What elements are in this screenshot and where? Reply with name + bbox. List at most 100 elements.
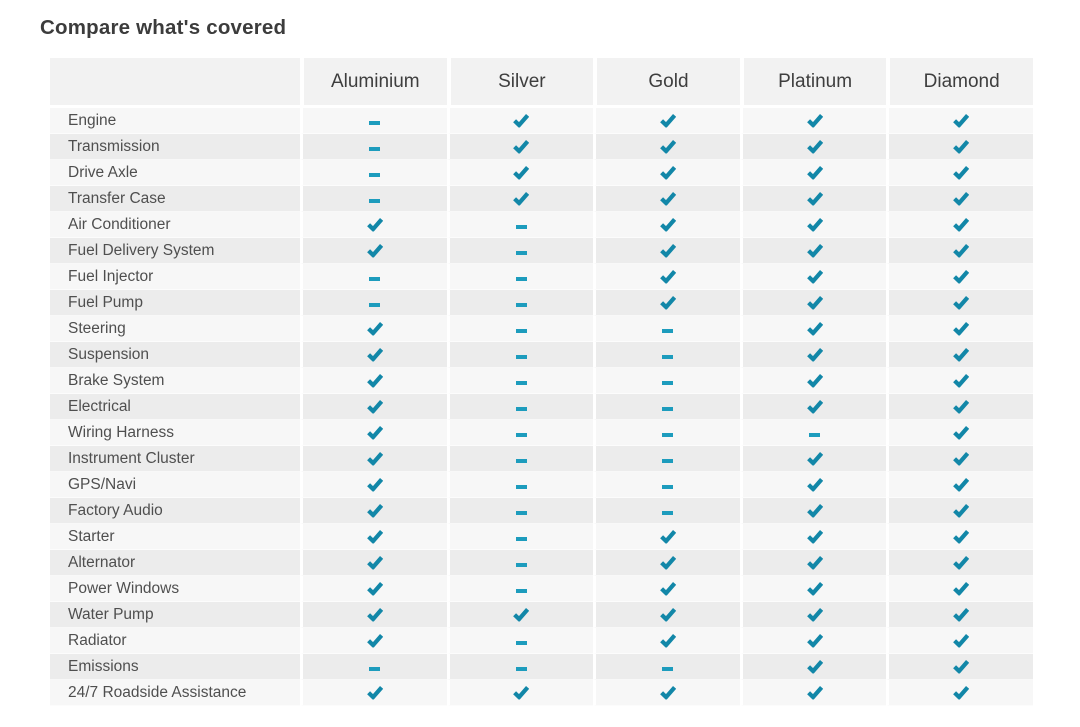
check-icon: [366, 322, 383, 336]
not-covered-cell: [593, 498, 740, 524]
dash-icon: [515, 563, 527, 568]
table-row: Factory Audio: [50, 498, 1033, 524]
table-row: Electrical: [50, 394, 1033, 420]
check-icon: [806, 244, 823, 258]
not-covered-cell: [593, 394, 740, 420]
check-icon: [953, 556, 970, 570]
coverage-comparison-table: Aluminium Silver Gold Platinum Diamond Engin…: [50, 58, 1033, 706]
table-row: Steering: [50, 316, 1033, 342]
check-icon: [806, 530, 823, 544]
not-covered-cell: [446, 446, 594, 472]
header-blank-cell: [50, 58, 300, 108]
covered-cell: [739, 394, 887, 420]
not-covered-cell: [593, 316, 740, 342]
not-covered-cell: [446, 628, 594, 654]
covered-cell: [739, 680, 887, 706]
check-icon: [806, 504, 823, 518]
row-label: Factory Audio: [50, 498, 300, 524]
covered-cell: [300, 342, 447, 368]
check-icon: [953, 660, 970, 674]
dash-icon: [662, 511, 674, 516]
check-icon: [806, 296, 823, 310]
check-icon: [513, 192, 530, 206]
row-label: Alternator: [50, 550, 300, 576]
check-icon: [953, 426, 970, 440]
check-icon: [953, 608, 970, 622]
dash-icon: [515, 355, 527, 360]
covered-cell: [593, 628, 740, 654]
check-icon: [953, 322, 970, 336]
covered-cell: [886, 420, 1033, 446]
dash-icon: [515, 225, 527, 230]
covered-cell: [593, 160, 740, 186]
dash-icon: [515, 407, 527, 412]
covered-cell: [739, 316, 887, 342]
covered-cell: [739, 212, 887, 238]
dash-icon: [662, 667, 674, 672]
covered-cell: [446, 108, 594, 134]
covered-cell: [739, 160, 887, 186]
check-icon: [660, 608, 676, 622]
covered-cell: [739, 498, 887, 524]
dash-icon: [369, 303, 381, 308]
check-icon: [953, 244, 970, 258]
check-icon: [953, 192, 970, 206]
check-icon: [953, 686, 970, 700]
table-header-row: Aluminium Silver Gold Platinum Diamond: [50, 58, 1033, 108]
table-row: Instrument Cluster: [50, 446, 1033, 472]
covered-cell: [593, 550, 740, 576]
row-label: Engine: [50, 108, 300, 134]
check-icon: [953, 400, 970, 414]
covered-cell: [446, 680, 594, 706]
covered-cell: [593, 264, 740, 290]
dash-icon: [369, 277, 381, 282]
not-covered-cell: [446, 342, 594, 368]
covered-cell: [886, 316, 1033, 342]
check-icon: [660, 530, 676, 544]
row-label: Fuel Injector: [50, 264, 300, 290]
covered-cell: [886, 524, 1033, 550]
dash-icon: [515, 303, 527, 308]
not-covered-cell: [446, 368, 594, 394]
dash-icon: [515, 589, 527, 594]
table-row: Brake System: [50, 368, 1033, 394]
covered-cell: [886, 654, 1033, 680]
dash-icon: [515, 485, 527, 490]
covered-cell: [300, 212, 447, 238]
row-label: Electrical: [50, 394, 300, 420]
covered-cell: [886, 108, 1033, 134]
check-icon: [806, 348, 823, 362]
check-icon: [660, 270, 676, 284]
dash-icon: [369, 121, 381, 126]
covered-cell: [593, 680, 740, 706]
covered-cell: [886, 576, 1033, 602]
not-covered-cell: [446, 316, 594, 342]
covered-cell: [886, 498, 1033, 524]
row-label: Emissions: [50, 654, 300, 680]
table-row: Air Conditioner: [50, 212, 1033, 238]
check-icon: [660, 192, 676, 206]
not-covered-cell: [300, 654, 447, 680]
covered-cell: [300, 446, 447, 472]
not-covered-cell: [446, 654, 594, 680]
row-label: Fuel Pump: [50, 290, 300, 316]
covered-cell: [446, 160, 594, 186]
covered-cell: [593, 186, 740, 212]
dash-icon: [515, 251, 527, 256]
covered-cell: [886, 602, 1033, 628]
covered-cell: [739, 628, 887, 654]
covered-cell: [300, 316, 447, 342]
check-icon: [806, 140, 823, 154]
dash-icon: [662, 407, 674, 412]
not-covered-cell: [446, 420, 594, 446]
check-icon: [806, 478, 823, 492]
row-label: Suspension: [50, 342, 300, 368]
covered-cell: [300, 394, 447, 420]
check-icon: [806, 686, 823, 700]
check-icon: [660, 114, 676, 128]
check-icon: [366, 530, 383, 544]
check-icon: [366, 608, 383, 622]
not-covered-cell: [593, 420, 740, 446]
covered-cell: [300, 524, 447, 550]
dash-icon: [369, 173, 381, 178]
